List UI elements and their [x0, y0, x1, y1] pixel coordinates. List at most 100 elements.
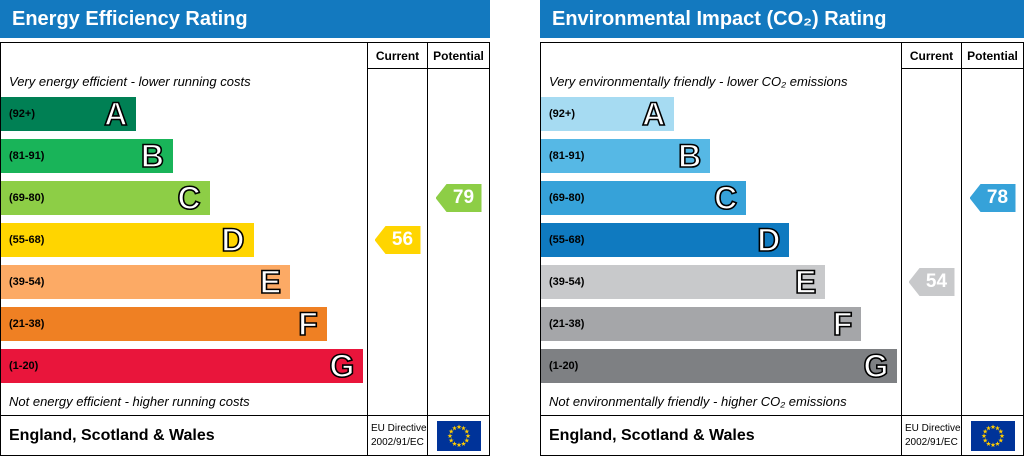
band-letter: G [863, 348, 889, 384]
band-range-label: (39-54) [549, 276, 585, 288]
potential-rating-tag: 78 [969, 184, 1016, 212]
band-range-label: (81-91) [9, 150, 45, 162]
current-slot [902, 219, 961, 261]
band-letter: E [259, 264, 282, 300]
band-letter: A [641, 96, 666, 132]
band-range-label: (81-91) [549, 150, 585, 162]
band-bar-f: (21-38) F [541, 306, 862, 342]
footer-directive: EU Directive 2002/91/EC [901, 415, 961, 455]
eu-flag-icon [970, 420, 1015, 451]
band-row-f: (21-38) F [1, 303, 367, 345]
bottom-caption: Not energy efficient - higher running co… [9, 393, 250, 409]
current-slot: 56 [368, 219, 427, 261]
footer-region: England, Scotland & Wales [541, 415, 901, 455]
band-row-e: (39-54) E [541, 261, 901, 303]
band-row-c: (69-80) C [541, 177, 901, 219]
footer-region: England, Scotland & Wales [1, 415, 367, 455]
band-row-a: (92+) A [541, 93, 901, 135]
potential-slot [962, 93, 1023, 135]
band-bar-g: (1-20) G [1, 349, 364, 383]
current-slot [902, 303, 961, 345]
band-row-e: (39-54) E [1, 261, 367, 303]
potential-slot: 78 [962, 177, 1023, 219]
band-bar-a: (92+) A [1, 96, 137, 132]
current-slot [368, 345, 427, 387]
footer-flag-cell [961, 415, 1023, 455]
potential-slot [962, 219, 1023, 261]
band-range-label: (39-54) [9, 276, 45, 288]
current-rating-tag: 56 [374, 226, 421, 254]
band-letter: A [103, 96, 128, 132]
top-caption: Very energy efficient - lower running co… [9, 73, 251, 89]
current-slot [368, 93, 427, 135]
potential-column-header: Potential [961, 43, 1023, 69]
current-slot [902, 93, 961, 135]
band-letter: E [794, 264, 817, 300]
band-range-label: (21-38) [9, 318, 45, 330]
potential-slot [962, 261, 1023, 303]
potential-slot [962, 135, 1023, 177]
bottom-caption: Not environmentally friendly - higher CO… [549, 393, 847, 409]
current-rating-tag: 54 [908, 268, 955, 296]
top-caption: Very environmentally friendly - lower CO… [549, 73, 848, 89]
potential-column: 79 [427, 69, 489, 415]
band-letter: D [221, 222, 246, 258]
band-bar-g: (1-20) G [541, 348, 898, 384]
current-slot [368, 135, 427, 177]
current-slot [368, 303, 427, 345]
band-range-label: (55-68) [549, 234, 585, 246]
current-slot [902, 177, 961, 219]
chart-table: Current Potential Very environmentally f… [540, 42, 1024, 456]
current-column-header: Current [901, 43, 961, 69]
band-letter: B [677, 138, 702, 174]
current-slot [902, 135, 961, 177]
potential-slot [962, 303, 1023, 345]
band-bar-d: (55-68) D [541, 222, 790, 258]
band-bar-f: (21-38) F [1, 307, 327, 341]
current-slot [368, 261, 427, 303]
footer-flag-cell [427, 415, 489, 455]
band-bar-c: (69-80) C [541, 180, 747, 216]
band-letter: B [140, 138, 165, 174]
band-row-f: (21-38) F [541, 303, 901, 345]
band-bar-d: (55-68) D [1, 223, 254, 257]
band-row-d: (55-68) D [541, 219, 901, 261]
band-letter: C [177, 180, 202, 216]
band-letter: F [832, 306, 853, 342]
current-column: 56 [367, 69, 427, 415]
environmental-impact-co2-rating-chart: Environmental Impact (CO₂) Rating Curren… [540, 0, 1024, 456]
band-bar-b: (81-91) B [541, 138, 711, 174]
band-range-label: (1-20) [9, 360, 39, 372]
band-bar-e: (39-54) E [1, 264, 291, 300]
band-row-b: (81-91) B [541, 135, 901, 177]
band-letter: D [756, 222, 781, 258]
band-range-label: (92+) [9, 108, 35, 120]
band-bar-a: (92+) A [541, 96, 675, 132]
band-range-label: (69-80) [9, 192, 45, 204]
potential-column: 78 [961, 69, 1023, 415]
potential-slot [428, 219, 489, 261]
bands-pane: (92+) A (81-91) B (69-80) C (55-68) D (39-54) E (2… [541, 93, 901, 387]
potential-slot [428, 345, 489, 387]
directive-line1: EU Directive [905, 423, 961, 434]
band-row-g: (1-20) G [541, 345, 901, 387]
band-bar-c: (69-80) C [1, 181, 210, 215]
bands-pane: (92+) A (81-91) B (69-80) C (55-68) D (39-54) E (2… [1, 93, 367, 387]
potential-rating-tag: 79 [435, 184, 482, 212]
header-blank [1, 43, 367, 69]
band-range-label: (92+) [549, 108, 575, 120]
band-row-c: (69-80) C [1, 177, 367, 219]
header-blank [541, 43, 901, 69]
current-column: 54 [901, 69, 961, 415]
current-slot [368, 177, 427, 219]
potential-slot [428, 303, 489, 345]
band-range-label: (1-20) [549, 360, 579, 372]
directive-line2: 2002/91/EC [371, 436, 424, 448]
potential-slot [962, 345, 1023, 387]
band-bar-b: (81-91) B [1, 138, 174, 174]
band-range-label: (21-38) [549, 318, 585, 330]
eu-flag-icon [436, 420, 481, 451]
potential-slot [428, 135, 489, 177]
band-letter: C [713, 180, 738, 216]
